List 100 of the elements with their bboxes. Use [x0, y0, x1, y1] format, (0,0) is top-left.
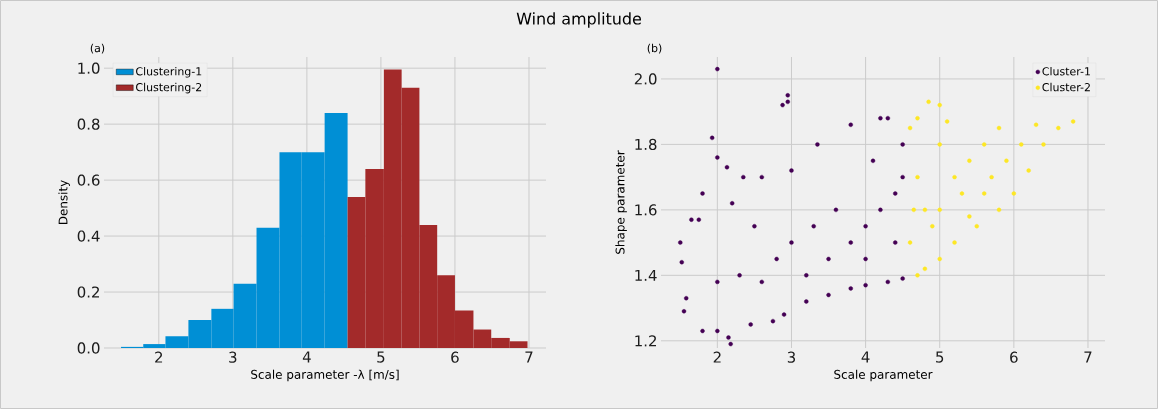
y-tick-label: 1.6: [635, 204, 657, 216]
x-axis-title: Scale parameter -λ [m/s]: [251, 369, 399, 382]
point: [863, 282, 868, 288]
y-tick-label: 2.0: [634, 73, 657, 85]
point: [1056, 125, 1061, 131]
x-tick-label: 3: [229, 351, 237, 363]
point: [996, 125, 1002, 131]
point: [681, 309, 687, 314]
text: Wind amplitude: [516, 12, 641, 28]
text: (b): [647, 43, 662, 54]
x-tick-label: 4: [861, 351, 870, 363]
point: [729, 201, 735, 206]
point: [937, 207, 942, 213]
point: [1033, 122, 1039, 127]
y-tick-label: 1.2: [635, 335, 656, 347]
point: [774, 256, 779, 262]
point: [982, 191, 987, 196]
point: [930, 224, 935, 229]
point: [989, 174, 994, 180]
y-tick-label: 0.8: [77, 118, 100, 130]
point: [848, 286, 853, 291]
point: [982, 142, 987, 147]
legend-label: Cluster-1: [1042, 66, 1090, 76]
point: [952, 240, 957, 245]
point: [679, 260, 684, 265]
point: [785, 93, 790, 98]
point: [684, 296, 689, 301]
point: [728, 341, 733, 347]
point: [752, 224, 757, 229]
point: [785, 99, 790, 105]
y-tick-label: 1.4: [635, 269, 657, 281]
point: [885, 279, 891, 285]
point: [922, 207, 928, 213]
point: [759, 279, 765, 285]
legend-label: Clustering-1: [136, 67, 202, 78]
point: [1011, 191, 1017, 196]
point: [715, 66, 720, 72]
point: [926, 99, 931, 105]
point: [715, 328, 720, 334]
x-tick-label: 6: [1010, 351, 1018, 363]
point: [781, 312, 787, 317]
point: [826, 292, 831, 298]
point: [748, 322, 753, 327]
x-tick-label: 5: [936, 351, 944, 363]
y-tick-label: 0.2: [77, 286, 99, 298]
y-axis-title: Shape parameter: [615, 150, 627, 254]
point: [689, 217, 694, 222]
y-tick-label: 0.0: [77, 342, 100, 354]
y-tick-label: 1.8: [635, 138, 657, 151]
point: [915, 273, 920, 278]
y-tick-label: 0.6: [77, 174, 100, 186]
point: [937, 142, 942, 147]
point: [811, 224, 816, 229]
point: [959, 191, 965, 196]
point: [937, 102, 942, 108]
point: [915, 174, 920, 180]
point: [944, 119, 950, 124]
point: [952, 174, 957, 180]
x-tick-label: 7: [1084, 351, 1092, 363]
point: [900, 276, 905, 281]
point: [724, 165, 730, 170]
legend-label: Cluster-2: [1042, 82, 1090, 92]
point: [709, 135, 715, 141]
point: [804, 299, 809, 304]
point: [726, 335, 731, 340]
point: [915, 116, 920, 121]
point: [833, 207, 839, 213]
y-axis-title: Density: [58, 180, 70, 225]
y-tick-label: 0.4: [77, 230, 100, 242]
point: [759, 174, 765, 180]
x-axis-title: Scale parameter: [834, 369, 933, 382]
point: [789, 168, 794, 173]
point: [678, 240, 683, 245]
point: [815, 142, 820, 147]
legend-label: Clustering-2: [136, 82, 202, 94]
point: [1026, 168, 1031, 173]
x-tick-label: 2: [713, 351, 721, 363]
y-tick-label: 1.0: [78, 62, 100, 74]
x-tick-label: 3: [787, 351, 796, 363]
point: [900, 142, 905, 147]
text: (a): [90, 43, 105, 54]
point: [700, 191, 705, 196]
point: [804, 273, 809, 278]
point: [826, 256, 831, 262]
x-tick-label: 7: [525, 351, 533, 363]
x-tick-label: 5: [377, 351, 385, 363]
point: [848, 240, 853, 245]
point: [878, 207, 883, 213]
point: [1019, 142, 1024, 147]
point: [907, 240, 913, 245]
point: [885, 116, 891, 121]
point: [789, 240, 794, 245]
point: [770, 318, 776, 324]
point: [863, 224, 868, 229]
x-tick-label: 4: [302, 351, 311, 363]
point: [715, 279, 720, 285]
point: [696, 217, 702, 222]
point: [974, 224, 979, 229]
x-tick-label: 6: [451, 351, 459, 363]
point: [967, 214, 972, 219]
